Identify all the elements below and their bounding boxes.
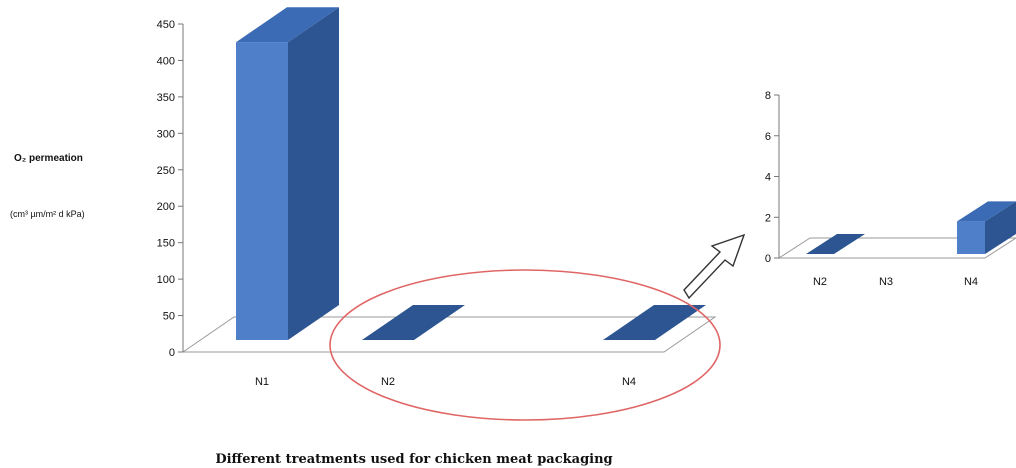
inset-bars — [806, 201, 1016, 254]
main-y-tick-label: 0 — [169, 347, 175, 359]
main-chart-floor — [181, 316, 717, 353]
main-x-tick-label-n1: N1 — [255, 376, 269, 388]
main-y-tick-label: 350 — [157, 92, 175, 104]
inset-y-tick-label: 4 — [765, 172, 771, 184]
main-y-tick-label: 300 — [157, 128, 175, 140]
inset-bar-n2-slab — [806, 234, 865, 254]
inset-y-tick-label: 0 — [765, 253, 771, 265]
zoom-arrow-icon — [683, 233, 746, 300]
main-bar-n4-slab — [603, 305, 706, 340]
main-bar-n2-slab — [362, 305, 465, 340]
main-floor-plane — [181, 316, 717, 353]
main-y-tick-label: 200 — [157, 201, 175, 213]
inset-bar-n4-front — [957, 221, 985, 254]
inset-bar-n4-top — [957, 201, 1016, 222]
main-y-tick-label: 150 — [157, 238, 175, 250]
y-axis-title-line1: O₂ permeation — [14, 153, 83, 164]
inset-x-tick-label-n4: N4 — [964, 276, 978, 288]
y-axis-title-line2: (cm³ µm/m² d kPa) — [10, 209, 85, 219]
main-y-tick-label: 100 — [157, 274, 175, 286]
main-bars — [236, 7, 706, 340]
main-x-tick-label-n2: N2 — [381, 376, 395, 388]
main-chart: 0 50 100 150 200 250 300 350 400 450 N1 N2 N4 O₂ pe… — [10, 7, 717, 467]
main-bar-n1-front — [236, 42, 288, 340]
inset-bar-n4-side — [985, 201, 1016, 254]
inset-x-tick-label-n2: N2 — [813, 276, 827, 288]
main-bar-n1-top — [236, 7, 339, 43]
inset-y-tick-label: 8 — [765, 90, 771, 102]
zoom-highlight-ellipse — [329, 269, 721, 421]
inset-y-axis: 0 2 4 6 8 — [765, 90, 780, 265]
main-x-tick-labels: N1 N2 N4 — [255, 376, 636, 388]
inset-chart: 0 2 4 6 8 N2 N3 N4 — [765, 90, 1016, 288]
inset-x-tick-label-n3: N3 — [879, 276, 893, 288]
inset-x-tick-labels: N2 N3 N4 — [813, 276, 978, 288]
main-bar-n1-side — [288, 7, 339, 340]
inset-y-tick-label: 6 — [765, 131, 771, 143]
main-y-tick-label: 250 — [157, 165, 175, 177]
main-x-tick-label-n4: N4 — [622, 376, 636, 388]
main-y-tick-label: 450 — [157, 19, 175, 31]
main-y-axis: 0 50 100 150 200 250 300 350 400 450 — [157, 19, 184, 359]
main-y-tick-label: 50 — [163, 311, 175, 323]
main-y-tick-label: 400 — [157, 55, 175, 67]
x-axis-title: Different treatments used for chicken me… — [215, 452, 612, 467]
inset-y-tick-label: 2 — [765, 212, 771, 224]
